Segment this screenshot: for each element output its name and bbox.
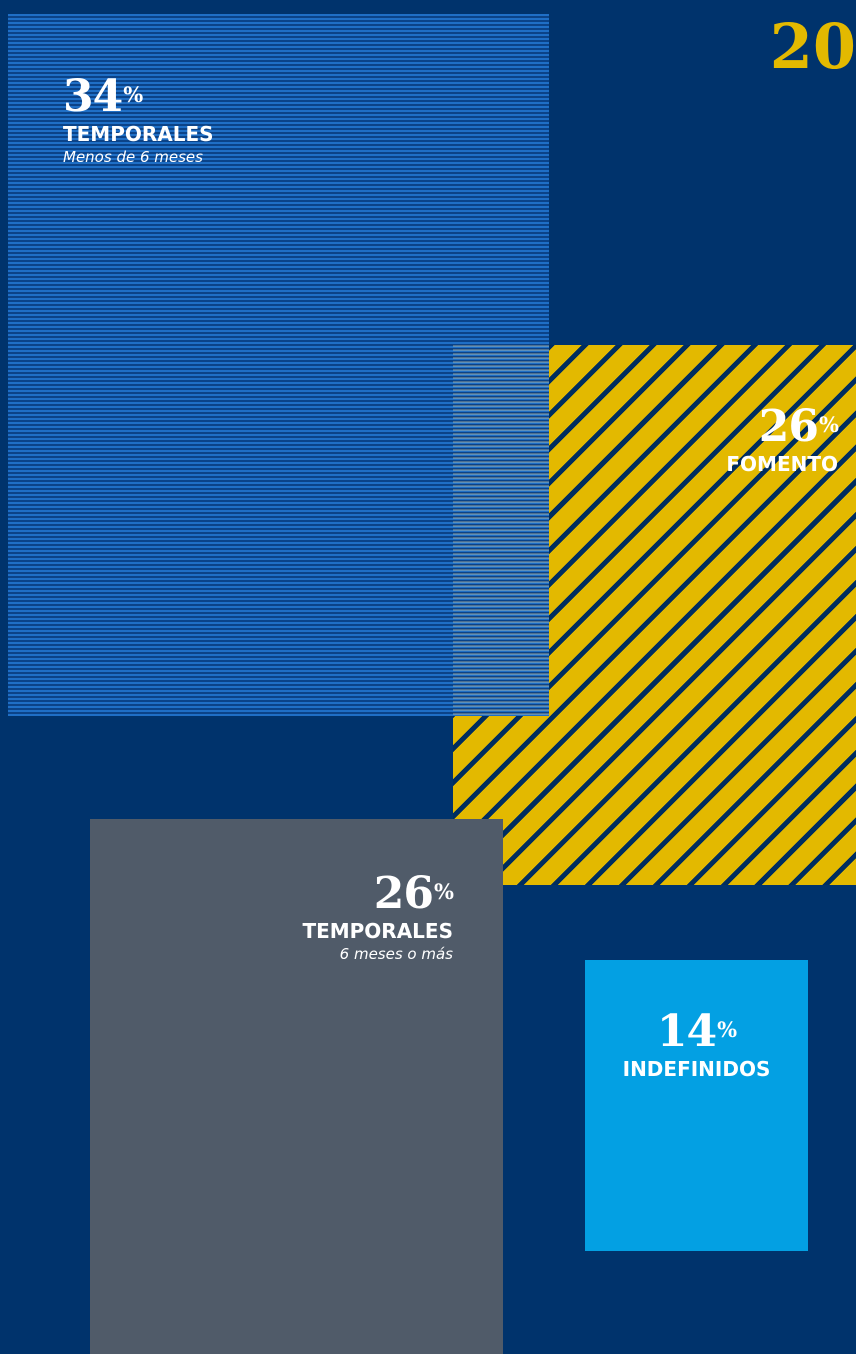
percent-sign: % — [123, 82, 143, 107]
fomento-percent: 26% — [726, 405, 839, 449]
indefinidos-label: 14% INDEFINIDOS — [585, 1010, 808, 1082]
percent-sign: % — [434, 879, 454, 904]
temporales-short-percent: 34% — [63, 75, 214, 119]
temporales-long-category: TEMPORALES — [302, 919, 453, 943]
temporales-short-label: 34% TEMPORALES Menos de 6 meses — [63, 75, 214, 167]
temporales-short-block — [8, 14, 549, 716]
indefinidos-percent: 14% — [585, 1010, 808, 1054]
indefinidos-block — [585, 960, 808, 1251]
temporales-short-category: TEMPORALES — [63, 122, 214, 146]
fomento-value: 26 — [758, 401, 819, 452]
temporales-short-value: 34 — [63, 71, 123, 122]
indefinidos-category: INDEFINIDOS — [622, 1057, 771, 1081]
fomento-label: 26% FOMENTO — [726, 405, 839, 477]
indefinidos-value: 14 — [656, 1006, 717, 1057]
temporales-long-label: 26% TEMPORALES 6 meses o más — [302, 872, 454, 964]
year-title: 20 — [769, 10, 856, 83]
temporales-long-subtitle: 6 meses o más — [339, 945, 453, 963]
temporales-short-subtitle: Menos de 6 meses — [63, 148, 203, 166]
fomento-category: FOMENTO — [726, 452, 838, 476]
percent-sign: % — [717, 1017, 737, 1042]
temporales-long-value: 26 — [373, 868, 434, 919]
temporales-long-block — [90, 819, 503, 1354]
temporales-long-percent: 26% — [302, 872, 454, 916]
percent-sign: % — [819, 412, 839, 437]
